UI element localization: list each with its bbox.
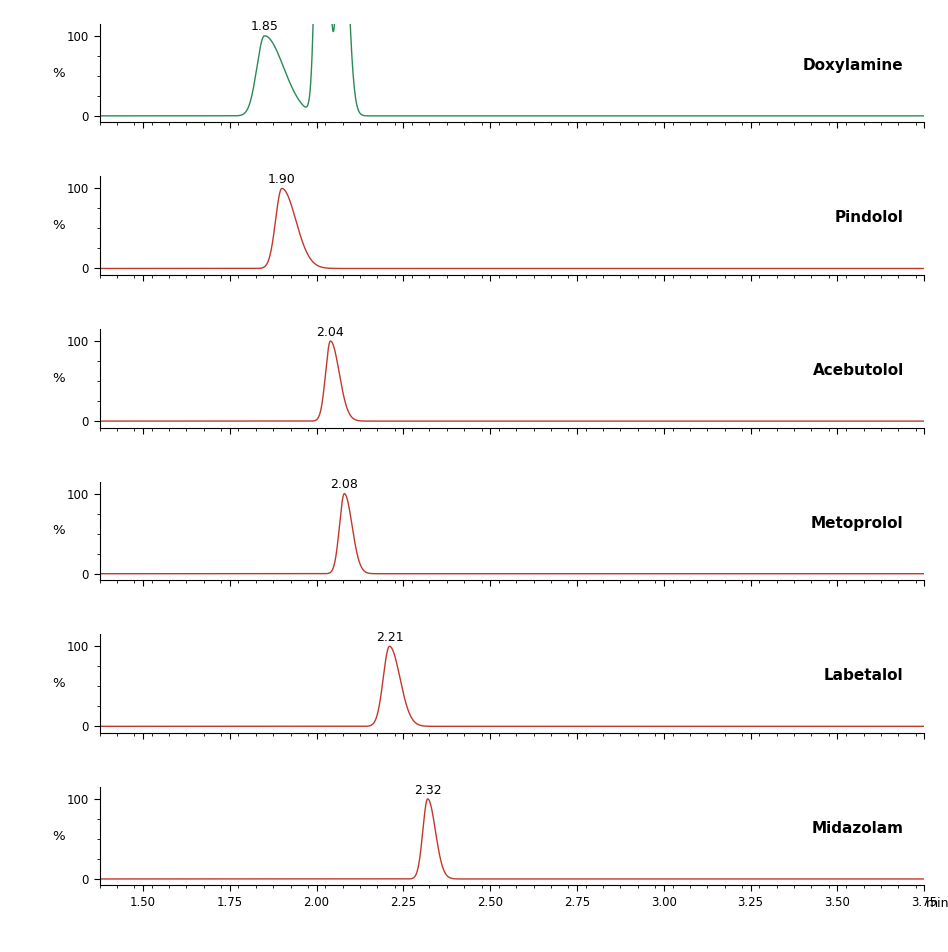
Text: 2.32: 2.32 <box>414 783 442 797</box>
Y-axis label: %: % <box>52 525 64 537</box>
Y-axis label: %: % <box>52 372 64 385</box>
Text: 1.90: 1.90 <box>268 173 296 186</box>
Y-axis label: %: % <box>52 219 64 232</box>
Text: 2.08: 2.08 <box>331 478 358 491</box>
Y-axis label: %: % <box>52 67 64 80</box>
Text: 2.04: 2.04 <box>317 326 344 339</box>
Text: Acebutolol: Acebutolol <box>812 363 903 378</box>
Y-axis label: %: % <box>52 677 64 690</box>
Text: 2.21: 2.21 <box>375 631 403 644</box>
Text: Metoprolol: Metoprolol <box>811 516 903 530</box>
Text: Doxylamine: Doxylamine <box>803 58 903 72</box>
Text: Midazolam: Midazolam <box>811 821 903 836</box>
Y-axis label: %: % <box>52 829 64 843</box>
Text: Pindolol: Pindolol <box>835 210 903 226</box>
Text: Labetalol: Labetalol <box>824 668 903 684</box>
Text: 1.85: 1.85 <box>250 20 279 33</box>
Text: min: min <box>926 897 948 910</box>
